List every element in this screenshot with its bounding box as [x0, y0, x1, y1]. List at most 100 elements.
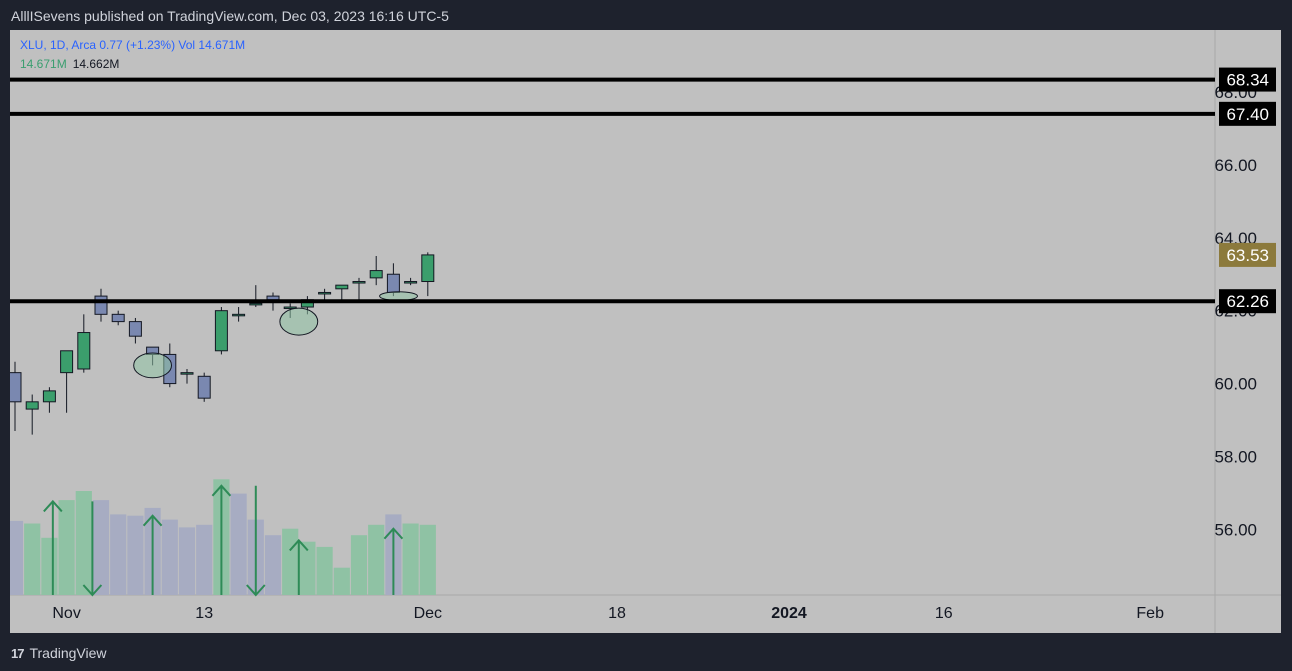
volume-arrow-head [211, 484, 232, 497]
candle [77, 314, 91, 373]
highlight-ellipse [379, 291, 418, 301]
candle [10, 361, 22, 431]
y-tick-label: 66.00 [1214, 156, 1257, 175]
candle [404, 277, 418, 286]
volume-bar [110, 514, 127, 595]
candle [318, 288, 332, 300]
volume-bar [75, 491, 92, 595]
symbol-legend[interactable]: XLU, 1D, Arca 0.77 (+1.23%) Vol 14.671M [20, 38, 246, 52]
candle-body [249, 302, 263, 306]
candle-body [10, 372, 22, 403]
candle-body [232, 313, 246, 317]
x-tick-label: 18 [608, 605, 626, 622]
candle [94, 288, 108, 322]
level-price-tag-bg [1219, 289, 1276, 314]
level-price-tag-bg [1219, 67, 1276, 92]
candle-body [180, 372, 194, 375]
volume-arrow-head [142, 514, 163, 527]
volume-bar [161, 519, 178, 595]
volume-bar [419, 524, 436, 595]
x-tick-label: 13 [195, 605, 213, 622]
volume-arrow-head [383, 527, 404, 540]
candle [352, 277, 366, 300]
last-price-tag: 63.53 [1219, 242, 1276, 267]
volume-bar [368, 524, 385, 595]
level-price-tag: 68.34 [1219, 67, 1276, 92]
candle-body [77, 332, 91, 370]
candle [111, 310, 125, 326]
volume-value: 14.671M [20, 57, 67, 71]
candle-body [214, 310, 228, 352]
candle-body [111, 313, 125, 323]
last-price-tag-text: 63.53 [1226, 246, 1269, 265]
candle [232, 307, 246, 322]
volume-bar [10, 520, 24, 595]
price-chart[interactable]: 56.0058.0060.0062.0064.0066.0068.00Nov13… [10, 30, 1281, 633]
level-price-tag: 67.40 [1219, 101, 1276, 126]
candle [249, 285, 263, 308]
volume-bar [24, 523, 41, 595]
x-tick-label: Feb [1136, 605, 1164, 622]
volume-bar [402, 523, 419, 595]
footer: 17 TradingView [0, 633, 1292, 671]
volume-bar [333, 567, 350, 595]
level-price-tag-text: 67.40 [1226, 105, 1269, 124]
volume-bar [127, 515, 144, 595]
candle [386, 263, 400, 297]
publish-text: AlllISevens published on TradingView.com… [11, 8, 449, 24]
candle [369, 256, 383, 286]
candle-body [197, 375, 211, 399]
candle [60, 350, 74, 413]
volume-arrow-head [43, 499, 63, 513]
candle-body [128, 321, 142, 337]
publish-header: AlllISevens published on TradingView.com… [0, 0, 1292, 30]
x-tick-label: 2024 [771, 605, 807, 622]
x-tick-label: Dec [414, 605, 442, 622]
brand-label: TradingView [29, 645, 107, 661]
volume-bar [282, 528, 299, 595]
volume-bar [299, 541, 316, 595]
highlight-ellipse [133, 352, 173, 379]
candle-body [318, 291, 332, 295]
candle-body [42, 390, 56, 403]
volume-bar [316, 546, 333, 595]
candle-body [335, 284, 349, 290]
candle [42, 387, 56, 413]
volume-bar [350, 535, 368, 595]
level-price-tag-bg [1219, 101, 1276, 126]
volume-ma-value: 14.662M [72, 57, 120, 71]
candle [335, 284, 349, 300]
candle [214, 307, 228, 355]
volume-legend: 14.671M 14.662M [20, 57, 119, 71]
volume-bar [196, 524, 213, 595]
volume-arrows [43, 484, 404, 597]
last-price-tag-bg [1219, 242, 1276, 267]
volume-arrow-head [289, 538, 309, 552]
candle [197, 372, 211, 402]
level-price-tag-text: 62.26 [1226, 292, 1269, 311]
y-tick-label: 60.00 [1214, 375, 1257, 394]
volume-bar [41, 537, 58, 595]
candle-body [266, 295, 280, 301]
y-tick-label: 56.00 [1214, 520, 1257, 539]
candle [25, 394, 39, 435]
highlight-ellipse [279, 307, 319, 336]
volume-bar [58, 500, 75, 595]
volume-bar [92, 500, 110, 595]
tradingview-logo-icon: 17 [11, 646, 25, 661]
chart-frame[interactable]: 56.0058.0060.0062.0064.0066.0068.00Nov13… [10, 30, 1281, 633]
x-tick-label: Nov [52, 605, 80, 622]
volume-arrow-head [82, 584, 103, 597]
volume-bar [178, 527, 196, 595]
tradingview-brand[interactable]: 17 TradingView [11, 645, 107, 661]
candle-body [352, 281, 366, 284]
level-price-tag-text: 68.34 [1226, 71, 1269, 90]
candle [421, 252, 435, 297]
candle-body [60, 350, 74, 374]
y-tick-label: 58.00 [1214, 447, 1257, 466]
candle [180, 369, 194, 384]
candle-body [404, 281, 418, 284]
x-tick-label: 16 [935, 605, 953, 622]
candle [128, 317, 142, 344]
candle-body [386, 273, 400, 293]
